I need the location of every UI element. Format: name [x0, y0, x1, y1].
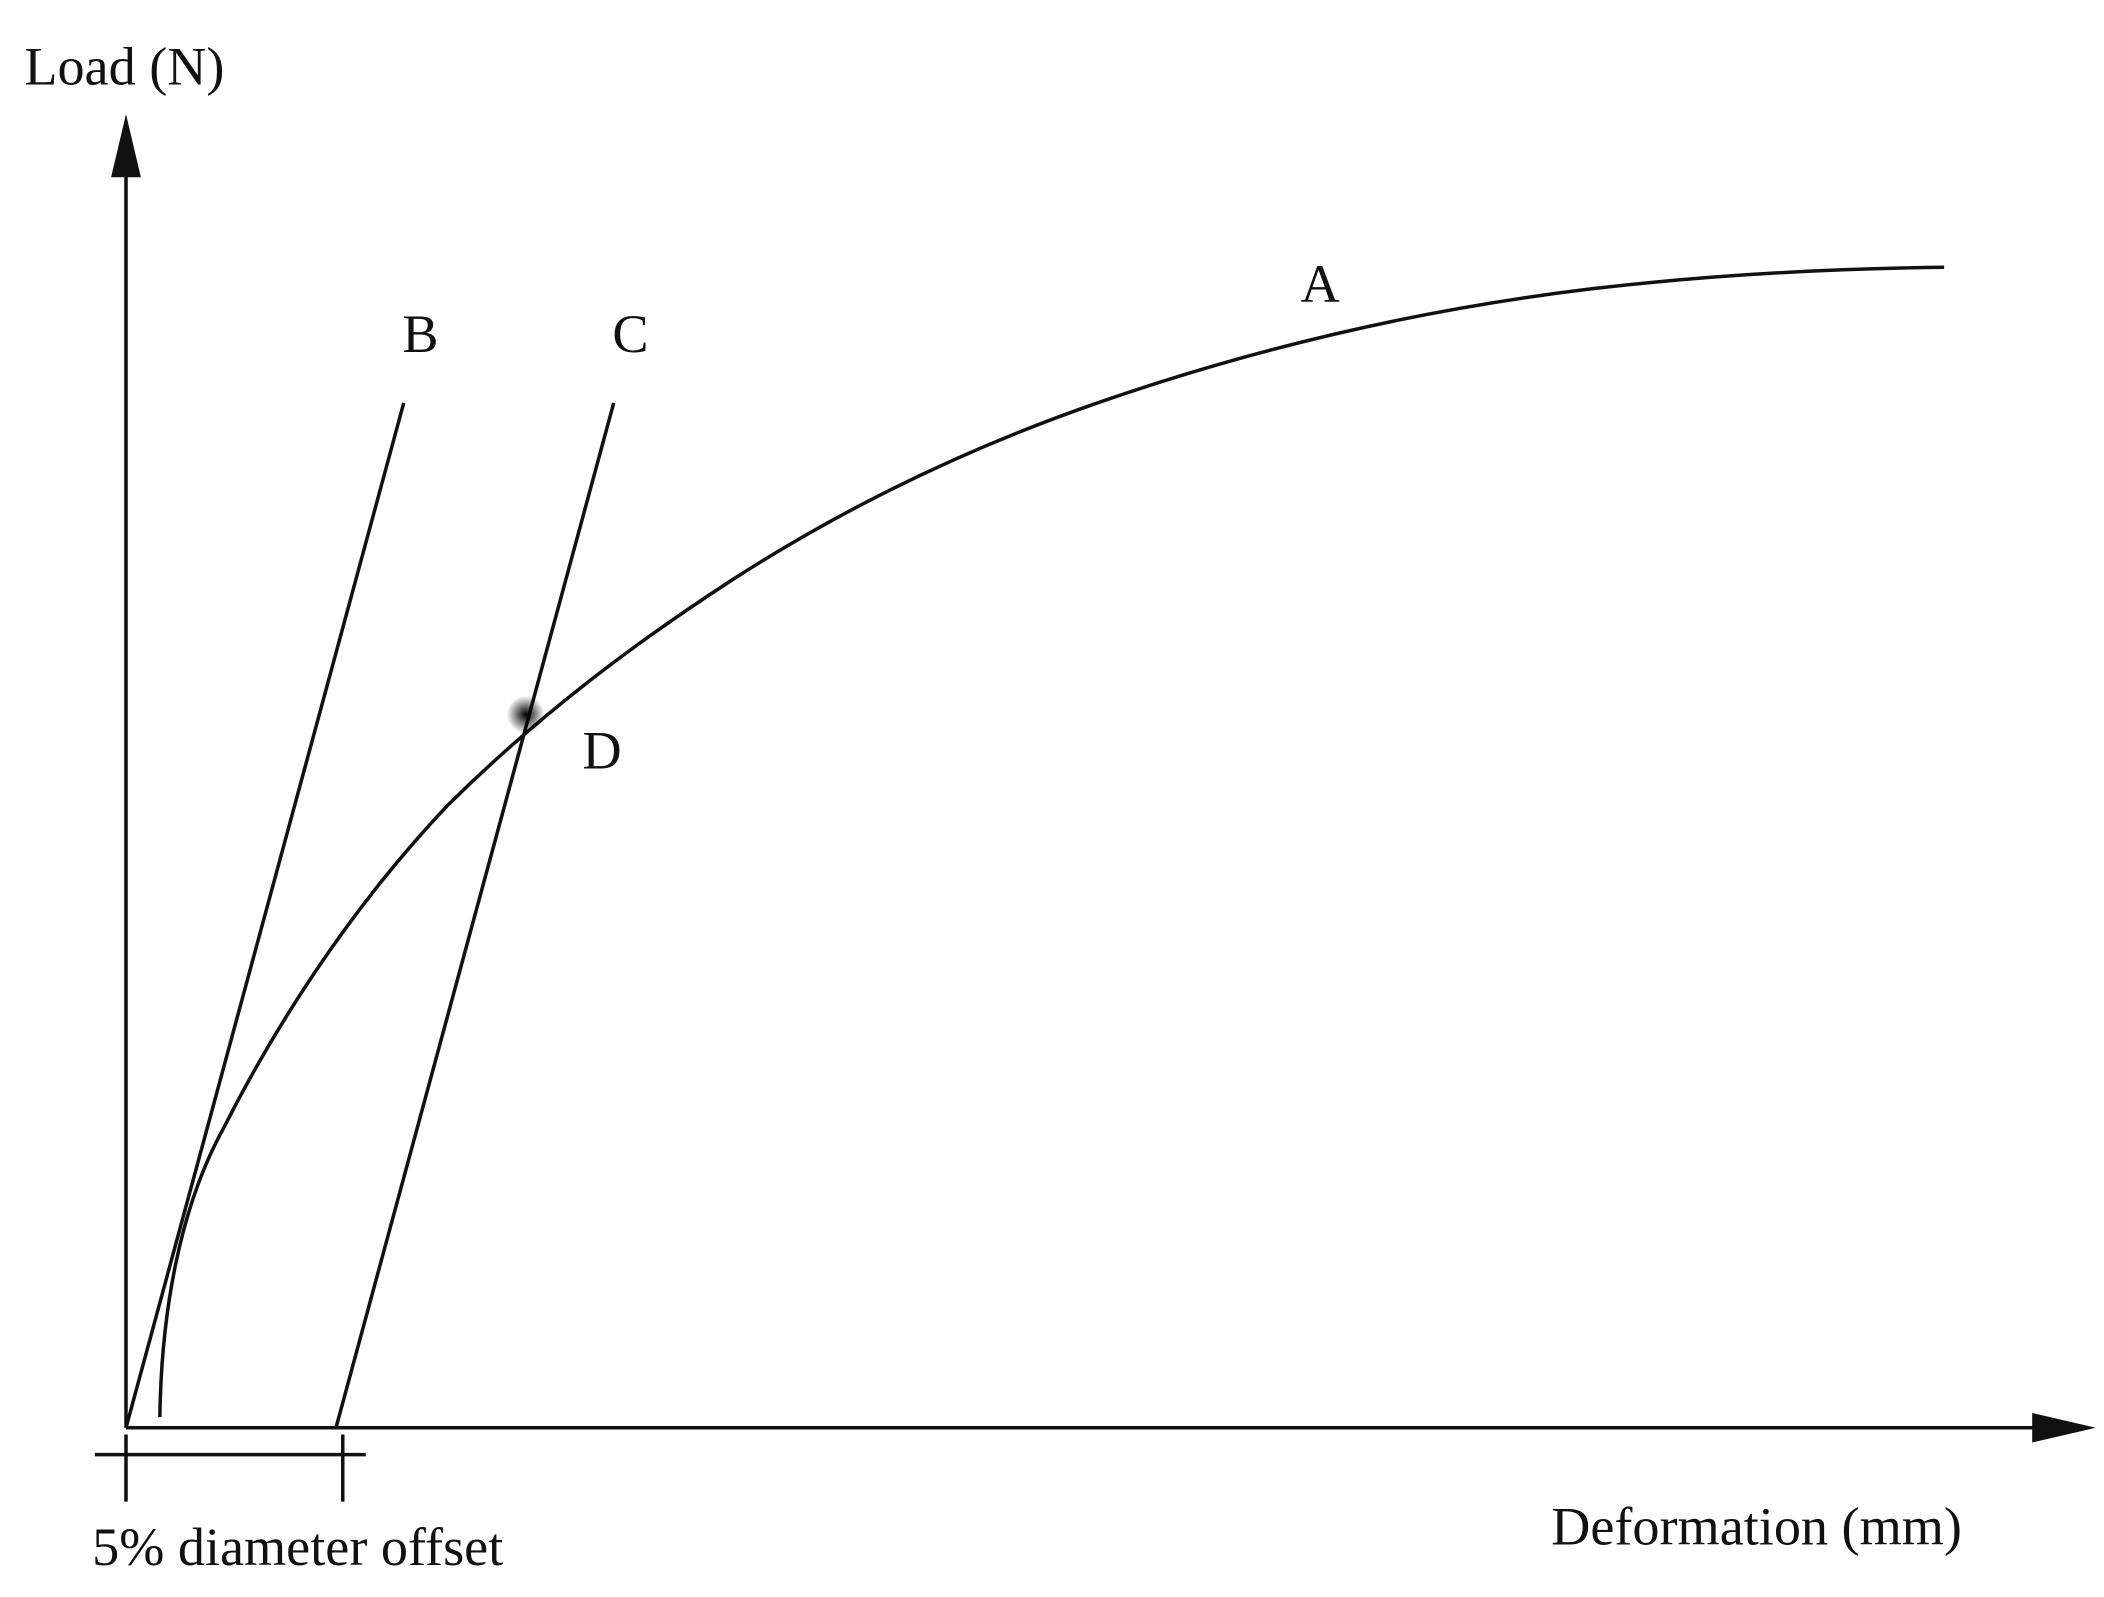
point-d: [506, 695, 545, 734]
x-axis-label: Deformation (mm): [1551, 1497, 1962, 1557]
curve-label: A: [1301, 254, 1340, 314]
curve-label: B: [402, 304, 438, 364]
offset-label: 5% diameter offset: [92, 1517, 503, 1577]
curve-label: C: [612, 304, 648, 364]
point-label: D: [583, 720, 622, 780]
x-axis-arrow: [2032, 1412, 2096, 1443]
curve-a: [158, 265, 1945, 1418]
line-b: [124, 402, 406, 1429]
y-axis-arrow: [111, 114, 141, 178]
y-axis-label: Load (N): [24, 37, 224, 97]
line-c: [334, 402, 616, 1429]
